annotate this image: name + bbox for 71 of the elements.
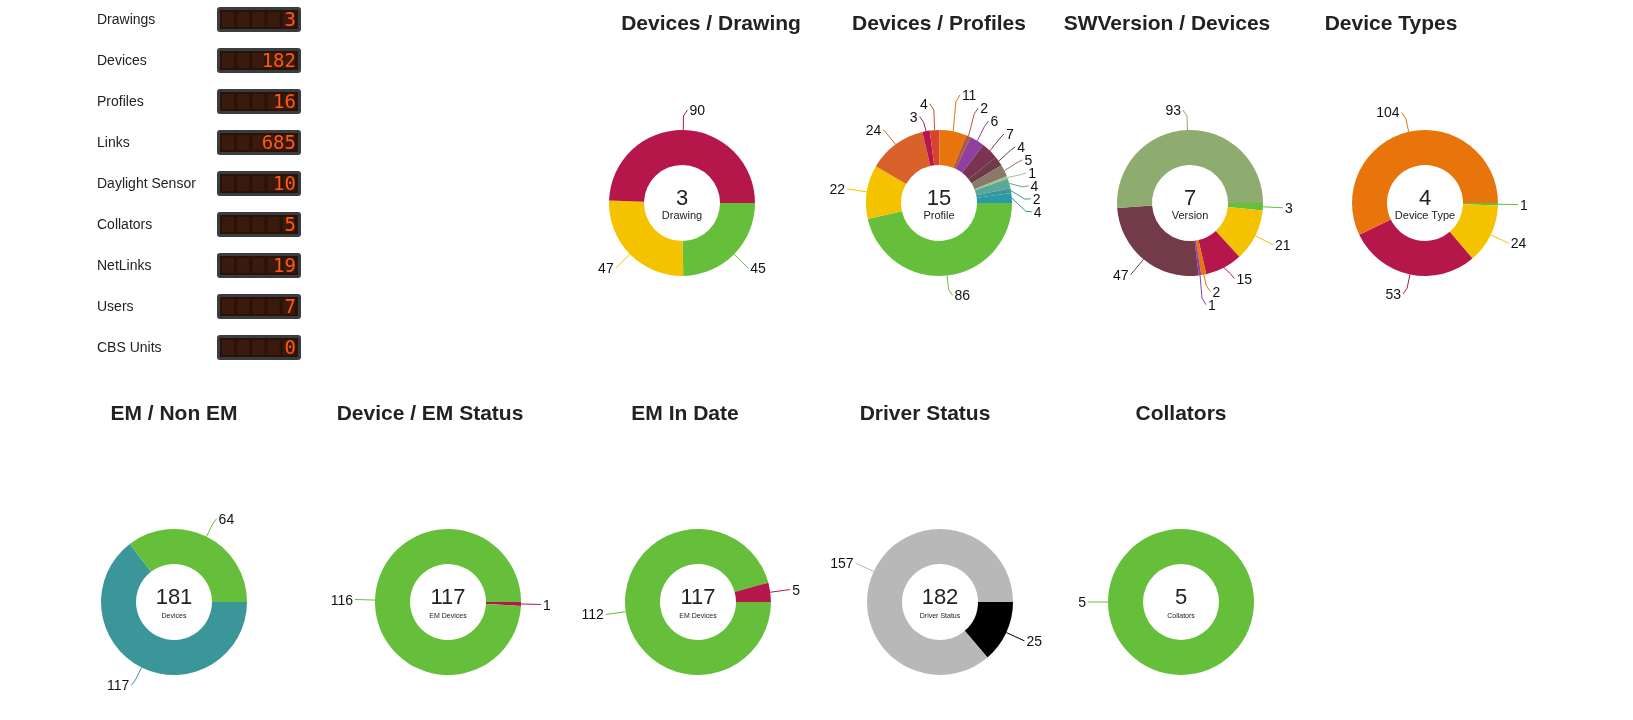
text: 117	[430, 584, 466, 609]
chart-title: EM In Date	[631, 401, 739, 424]
data-label: 19	[273, 254, 296, 276]
data-label: 90	[689, 102, 706, 119]
data-label: 4	[920, 95, 929, 112]
chart-title: Driver Status	[859, 401, 991, 424]
data-label: 11	[961, 86, 977, 103]
data-label: 104	[1376, 104, 1400, 121]
data-label: 45	[750, 260, 767, 277]
data-label: 47	[1113, 266, 1129, 283]
data-label: 47	[598, 260, 614, 277]
category-label: CBS Units	[97, 339, 162, 355]
category-label: Users	[97, 298, 134, 314]
data-label: 4	[1017, 138, 1026, 155]
chart-title: Devices / Drawing	[621, 11, 801, 34]
category-label: Drawings	[97, 11, 156, 27]
data-label: 24	[1510, 235, 1527, 252]
data-label: 21	[1275, 236, 1291, 253]
data-label: 93	[1165, 102, 1182, 119]
data-label: 3	[909, 108, 918, 125]
chart-title: Device Types	[1324, 11, 1458, 34]
text: Profile	[923, 209, 955, 221]
chart-title: Collators	[1135, 401, 1227, 424]
data-label: 64	[218, 510, 235, 527]
category-label: Daylight Sensor	[97, 175, 197, 191]
data-label: 5	[792, 581, 801, 598]
data-label: 1	[1519, 196, 1528, 213]
text: 5	[1078, 594, 1087, 610]
data-label: 7	[1005, 125, 1014, 142]
data-label: 15	[1236, 270, 1253, 287]
text: 4	[1418, 185, 1432, 210]
data-label: 157	[830, 555, 854, 572]
data-label: 24	[865, 121, 882, 138]
text: 182	[921, 584, 959, 609]
text: 181	[155, 584, 193, 609]
data-label: 3	[1284, 199, 1293, 216]
text: Device Type	[1394, 209, 1456, 221]
data-label: 10	[273, 172, 296, 194]
text: 15	[926, 185, 952, 210]
data-label: 25	[1026, 632, 1043, 649]
data-label: 1	[542, 596, 551, 613]
data-label: 182	[261, 49, 296, 71]
data-label: 0	[284, 336, 296, 358]
data-label: 5	[1174, 584, 1188, 609]
category-label: Links	[97, 134, 130, 150]
text: 117	[680, 584, 716, 609]
category-label: NetLinks	[97, 257, 152, 273]
category-label: Collators	[97, 216, 153, 232]
chart-title: Device / EM Status	[336, 401, 524, 424]
category-label: Devices	[97, 52, 147, 68]
data-label: 112	[581, 606, 605, 623]
data-label: 53	[1385, 286, 1402, 303]
data-label: 16	[273, 90, 296, 112]
data-label: 116	[330, 591, 354, 608]
chart-title: EM / Non EM	[110, 401, 238, 424]
chart-title: SWVersion / Devices	[1063, 11, 1271, 34]
category-label: Profiles	[97, 93, 144, 109]
data-label: 3	[284, 8, 296, 30]
text: Version	[1171, 209, 1209, 221]
data-label: 86	[954, 287, 971, 304]
text: 7	[1183, 185, 1197, 210]
text: Drawing	[661, 209, 703, 221]
data-label: 7	[284, 295, 296, 317]
data-label: 6	[990, 112, 999, 129]
data-label: 5	[284, 213, 296, 235]
data-label: 22	[829, 180, 846, 197]
chart-title: Devices / Profiles	[852, 11, 1026, 34]
data-label: 2	[980, 99, 989, 116]
data-label: 117	[107, 677, 130, 694]
data-label: 685	[261, 131, 296, 153]
text: 3	[675, 185, 689, 210]
